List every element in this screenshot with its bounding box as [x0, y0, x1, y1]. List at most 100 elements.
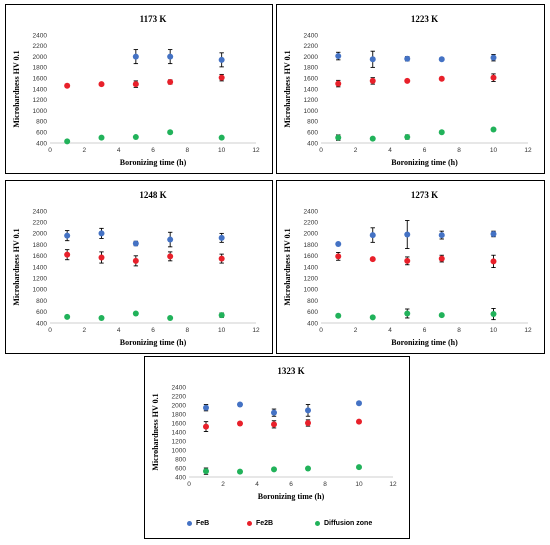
x-tick-label: 2 — [354, 147, 358, 154]
y-tick-label: 2000 — [304, 54, 319, 61]
data-point-fe2b — [369, 77, 376, 84]
data-point-fe2b — [335, 80, 342, 87]
data-point-fe2b — [369, 256, 376, 263]
legend-item-diffusion-zone: Diffusion zone — [315, 520, 372, 527]
data-point-fe2b — [218, 255, 225, 262]
data-point-diffusion-zone — [98, 314, 105, 321]
data-point-feb — [369, 56, 376, 63]
x-tick-label: 0 — [319, 327, 323, 334]
x-tick-label: 10 — [355, 481, 363, 488]
data-point-fe2b — [404, 257, 411, 264]
y-axis-label: Microhardness HV 0.1 — [12, 50, 21, 127]
x-tick-label: 8 — [457, 327, 461, 334]
data-point-fe2b — [335, 253, 342, 260]
data-point-diffusion-zone — [356, 464, 362, 471]
data-point-diffusion-zone — [64, 313, 71, 320]
y-tick-label: 600 — [307, 130, 318, 137]
data-point-fe2b — [271, 421, 277, 428]
y-tick-label: 600 — [175, 465, 186, 472]
y-tick-label: 1800 — [33, 242, 48, 249]
y-axis-label: Microhardness HV 0.1 — [283, 228, 292, 305]
x-tick-label: 4 — [117, 327, 121, 334]
y-tick-label: 2400 — [33, 32, 48, 39]
data-point-feb — [490, 54, 497, 61]
y-tick-label: 1000 — [304, 108, 319, 115]
data-point-fe2b — [167, 78, 174, 85]
x-tick-label: 10 — [218, 327, 226, 334]
data-point-fe2b — [490, 258, 497, 265]
x-tick-label: 12 — [252, 147, 260, 154]
legend-item-feb: FeB — [187, 520, 209, 527]
data-point-fe2b — [64, 251, 71, 258]
y-tick-label: 400 — [307, 320, 318, 327]
data-point-diffusion-zone — [335, 312, 342, 319]
data-point-feb — [490, 230, 497, 237]
x-tick-label: 8 — [186, 147, 190, 154]
x-axis-label: Boronizing time (h) — [391, 338, 458, 347]
chart-panel-3: 1248 K 0 2 4 6 8 10 12 400 600 800 1000 1200 1400 1600… — [5, 180, 273, 354]
data-point-feb — [167, 53, 174, 60]
data-point-fe2b — [438, 75, 445, 82]
legend-swatch-fe2b — [247, 521, 252, 526]
data-point-fe2b — [356, 418, 362, 425]
y-tick-label: 1400 — [304, 86, 319, 93]
x-tick-label: 8 — [186, 327, 190, 334]
y-tick-label: 1000 — [33, 108, 48, 115]
data-point-feb — [218, 56, 225, 63]
data-point-diffusion-zone — [203, 468, 209, 475]
y-axis-label: Microhardness HV 0.1 — [283, 50, 292, 127]
data-point-fe2b — [98, 254, 105, 261]
y-tick-label: 1600 — [172, 420, 187, 427]
data-point-diffusion-zone — [404, 134, 411, 141]
data-point-diffusion-zone — [438, 312, 445, 319]
y-tick-label: 600 — [36, 309, 47, 316]
data-point-fe2b — [404, 77, 411, 84]
y-tick-label: 1400 — [304, 264, 319, 271]
data-point-diffusion-zone — [167, 129, 174, 136]
y-tick-label: 1000 — [172, 447, 187, 454]
x-tick-label: 2 — [221, 481, 225, 488]
data-point-fe2b — [237, 420, 243, 427]
y-tick-label: 1400 — [33, 86, 48, 93]
x-tick-label: 12 — [252, 327, 260, 334]
data-point-diffusion-zone — [218, 312, 225, 319]
chart-panel-4: 1273 K 0 2 4 6 8 10 12 400 600 800 1000 1200 1400 1600… — [276, 180, 545, 354]
data-point-diffusion-zone — [369, 314, 376, 321]
y-tick-label: 400 — [36, 140, 47, 147]
x-tick-label: 4 — [388, 327, 392, 334]
data-point-feb — [404, 55, 411, 62]
chart-title: 1173 K — [140, 14, 167, 24]
y-tick-label: 2200 — [33, 220, 48, 227]
y-tick-label: 800 — [307, 298, 318, 305]
data-point-feb — [438, 232, 445, 239]
x-tick-label: 8 — [323, 481, 327, 488]
y-tick-label: 2400 — [304, 32, 319, 39]
y-tick-label: 2000 — [33, 231, 48, 238]
x-tick-label: 6 — [151, 327, 155, 334]
y-tick-label: 1400 — [33, 264, 48, 271]
data-point-feb — [132, 53, 139, 60]
data-point-diffusion-zone — [237, 468, 243, 475]
x-tick-label: 4 — [255, 481, 259, 488]
data-point-diffusion-zone — [132, 134, 139, 141]
y-tick-label: 400 — [36, 320, 47, 327]
y-tick-label: 800 — [36, 298, 47, 305]
data-point-diffusion-zone — [98, 134, 105, 141]
x-tick-label: 0 — [319, 147, 323, 154]
data-point-diffusion-zone — [369, 135, 376, 142]
x-tick-label: 12 — [524, 147, 532, 154]
x-tick-label: 10 — [490, 327, 498, 334]
y-tick-label: 1800 — [33, 65, 48, 72]
data-point-diffusion-zone — [271, 466, 277, 473]
data-point-diffusion-zone — [167, 314, 174, 321]
y-tick-label: 2000 — [172, 402, 187, 409]
data-point-feb — [218, 234, 225, 241]
y-tick-label: 1200 — [33, 97, 48, 104]
y-tick-label: 800 — [175, 456, 186, 463]
chart-svg-1: 1173 K 0 2 4 6 8 10 12 400 600 800 1000 1200 1400 1600… — [12, 14, 260, 167]
y-tick-label: 1800 — [172, 411, 187, 418]
data-point-diffusion-zone — [490, 311, 497, 318]
data-point-feb — [404, 231, 411, 238]
y-tick-label: 2200 — [304, 220, 319, 227]
data-point-feb — [335, 241, 342, 248]
